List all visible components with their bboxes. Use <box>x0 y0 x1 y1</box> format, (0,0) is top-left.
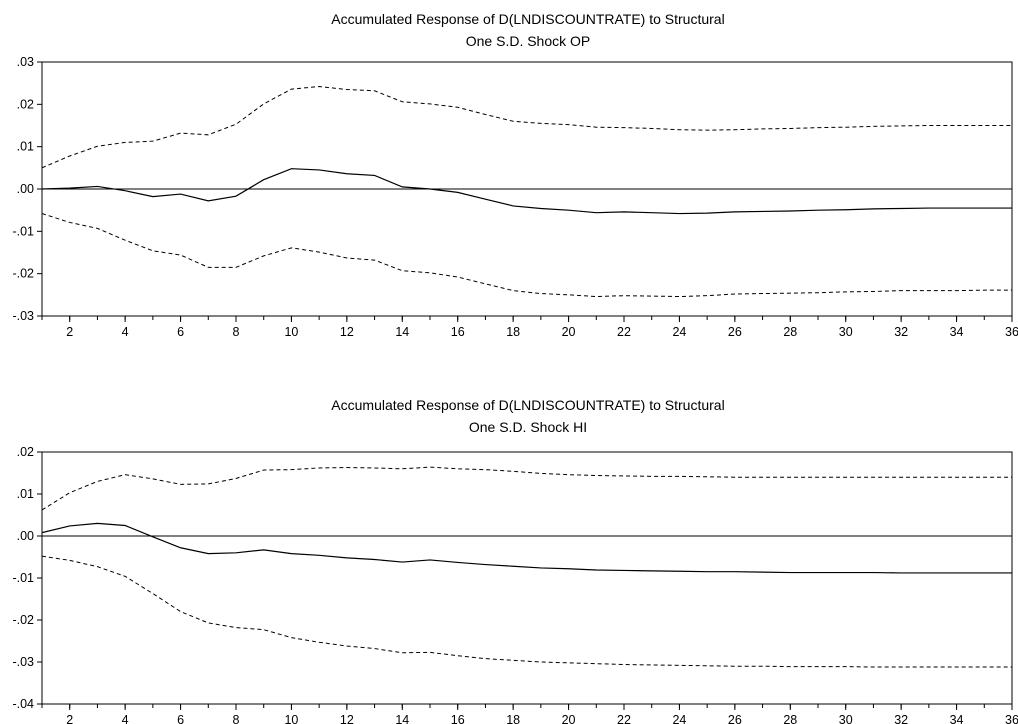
x-tick-label: 8 <box>233 713 240 724</box>
x-tick-label: 18 <box>506 713 520 724</box>
x-tick-label: 2 <box>66 713 73 724</box>
x-tick-label: 24 <box>672 713 686 724</box>
x-tick-label: 36 <box>1005 713 1018 724</box>
y-tick-label: -.02 <box>12 267 34 281</box>
chart-title-line-1: Accumulated Response of D(LNDISCOUNTRATE… <box>331 11 724 27</box>
x-tick-label: 20 <box>562 713 576 724</box>
y-tick-label: -.01 <box>12 224 34 238</box>
chart-panel-op: Accumulated Response of D(LNDISCOUNTRATE… <box>12 11 1018 339</box>
y-tick-label: .01 <box>17 140 34 154</box>
x-tick-label: 30 <box>839 713 853 724</box>
y-tick-label: -.03 <box>12 655 34 669</box>
y-tick-label: -.02 <box>12 613 34 627</box>
x-tick-label: 12 <box>340 325 354 339</box>
y-tick-label: .02 <box>17 445 34 459</box>
y-tick-label: -.04 <box>12 697 34 711</box>
x-tick-label: 32 <box>894 325 908 339</box>
x-tick-label: 8 <box>233 325 240 339</box>
y-tick-label: -.03 <box>12 309 34 323</box>
x-tick-label: 10 <box>284 325 298 339</box>
x-tick-label: 36 <box>1005 325 1018 339</box>
y-tick-label: .02 <box>17 97 34 111</box>
x-tick-label: 34 <box>950 713 964 724</box>
x-tick-label: 20 <box>562 325 576 339</box>
x-tick-label: 14 <box>395 713 409 724</box>
y-tick-label: .01 <box>17 487 34 501</box>
x-tick-label: 26 <box>728 325 742 339</box>
plot-frame <box>41 451 1013 705</box>
x-tick-label: 18 <box>506 325 520 339</box>
y-tick-label: .00 <box>17 529 34 543</box>
x-tick-label: 32 <box>894 713 908 724</box>
lower-band-line <box>41 213 1012 298</box>
chart-title-line-2: One S.D. Shock HI <box>469 419 587 435</box>
x-tick-label: 16 <box>451 325 465 339</box>
x-tick-label: 22 <box>617 325 631 339</box>
upper-band-line <box>41 466 1012 511</box>
chart-title-line-2: One S.D. Shock OP <box>466 33 591 49</box>
y-tick-label: -.01 <box>12 571 34 585</box>
x-tick-label: 28 <box>783 325 797 339</box>
x-tick-label: 22 <box>617 713 631 724</box>
x-tick-label: 34 <box>950 325 964 339</box>
x-tick-label: 6 <box>177 713 184 724</box>
x-tick-label: 26 <box>728 713 742 724</box>
upper-band-line <box>41 86 1012 169</box>
x-tick-label: 6 <box>177 325 184 339</box>
x-tick-label: 2 <box>66 325 73 339</box>
x-tick-label: 24 <box>672 325 686 339</box>
chart-title-line-1: Accumulated Response of D(LNDISCOUNTRATE… <box>331 397 724 413</box>
x-tick-label: 16 <box>451 713 465 724</box>
response-line <box>41 522 1012 574</box>
x-tick-label: 28 <box>783 713 797 724</box>
x-tick-label: 10 <box>284 713 298 724</box>
y-tick-label: .03 <box>17 55 34 69</box>
x-tick-label: 14 <box>395 325 409 339</box>
lower-band-line <box>41 555 1012 668</box>
response-line <box>41 168 1012 215</box>
x-tick-label: 30 <box>839 325 853 339</box>
chart-panel-hi: Accumulated Response of D(LNDISCOUNTRATE… <box>12 397 1018 724</box>
y-tick-label: .00 <box>17 182 34 196</box>
x-tick-label: 12 <box>340 713 354 724</box>
x-tick-label: 4 <box>122 325 129 339</box>
x-tick-label: 4 <box>122 713 129 724</box>
